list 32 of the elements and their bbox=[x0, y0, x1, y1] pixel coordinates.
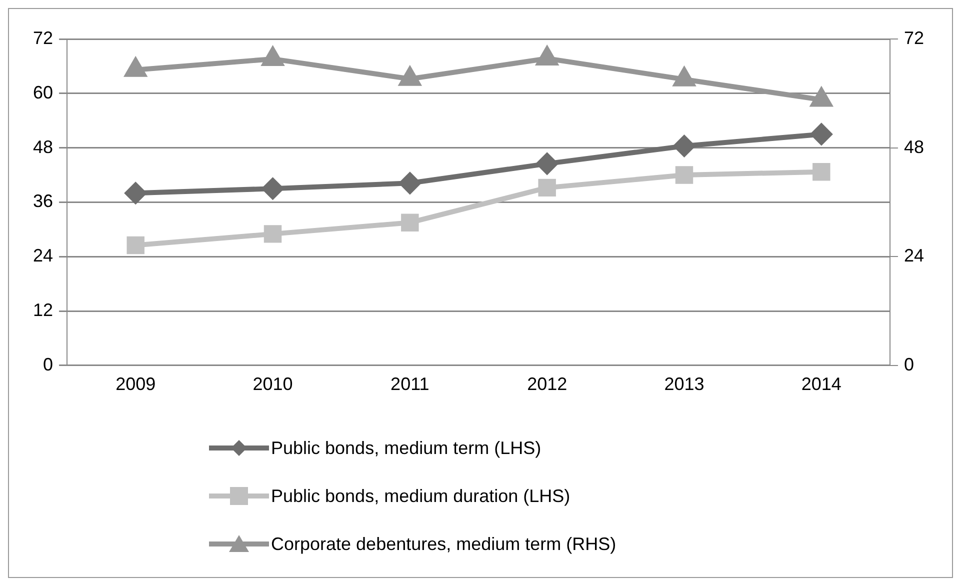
point bbox=[812, 162, 830, 181]
y-tick-label: 72 bbox=[32, 28, 54, 48]
x-tick-label: 2013 bbox=[664, 374, 704, 394]
point bbox=[536, 153, 558, 174]
x-tick-label: 2009 bbox=[116, 374, 156, 394]
y2-tick-label: 48 bbox=[904, 136, 924, 157]
y-tick-label: 36 bbox=[32, 191, 54, 212]
y2-tick-label: 72 bbox=[904, 28, 924, 48]
point bbox=[262, 178, 284, 200]
point bbox=[126, 236, 144, 254]
y2-tick-label: 0 bbox=[904, 354, 914, 374]
legend-label: Public bonds, medium duration (LHS) bbox=[271, 486, 570, 506]
x-tick-label: 2011 bbox=[390, 374, 430, 394]
legend-label: Corporate debentures, medium term (RHS) bbox=[271, 534, 616, 554]
x-tick-label: 2012 bbox=[527, 374, 568, 394]
point bbox=[401, 214, 419, 232]
legend-label: Public bonds, medium term (LHS) bbox=[271, 438, 542, 458]
point bbox=[125, 182, 146, 204]
point bbox=[399, 172, 420, 194]
y-tick-label: 0 bbox=[43, 354, 54, 374]
point bbox=[675, 166, 694, 184]
point bbox=[674, 135, 695, 156]
y-tick-label: 48 bbox=[32, 136, 54, 157]
y2-tick-label: 24 bbox=[904, 246, 924, 266]
point bbox=[538, 178, 556, 197]
point bbox=[810, 124, 832, 145]
x-tick-label: 2010 bbox=[252, 374, 293, 394]
y-tick-label: 12 bbox=[32, 300, 54, 320]
x-tick-label: 2014 bbox=[801, 374, 842, 394]
point bbox=[264, 225, 282, 243]
y-tick-label: 24 bbox=[32, 246, 54, 266]
y-tick-label: 60 bbox=[32, 82, 54, 102]
